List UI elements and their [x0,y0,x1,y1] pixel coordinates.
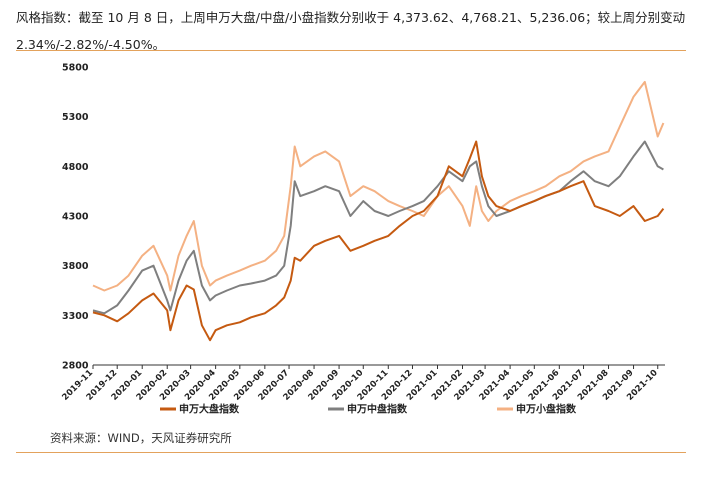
bottom-divider [16,452,686,453]
y-tick-label: 4300 [62,212,89,223]
series-line-1 [92,140,665,342]
series-line-3 [92,80,665,292]
legend-label: 申万中盘指数 [347,403,408,416]
y-tick-label: 3800 [62,261,89,272]
y-tick-label: 3300 [62,311,89,322]
y-tick-label: 5800 [62,63,89,74]
top-divider [16,50,686,51]
caption-line-2: 2.34%/-2.82%/-4.50%。 [16,37,166,52]
y-tick-label: 5300 [62,112,89,123]
legend-label: 申万小盘指数 [516,403,577,416]
caption-line-1: 风格指数：截至 10 月 8 日，上周申万大盘/中盘/小盘指数分别收于 4,37… [16,10,686,25]
legend-label: 申万大盘指数 [179,403,240,416]
chart-caption: 风格指数：截至 10 月 8 日，上周申万大盘/中盘/小盘指数分别收于 4,37… [16,4,686,58]
y-tick-label: 2800 [62,361,89,372]
series-line-2 [92,140,664,315]
source-note: 资料来源：WIND，天风证券研究所 [50,431,232,445]
y-tick-label: 4800 [62,162,89,173]
